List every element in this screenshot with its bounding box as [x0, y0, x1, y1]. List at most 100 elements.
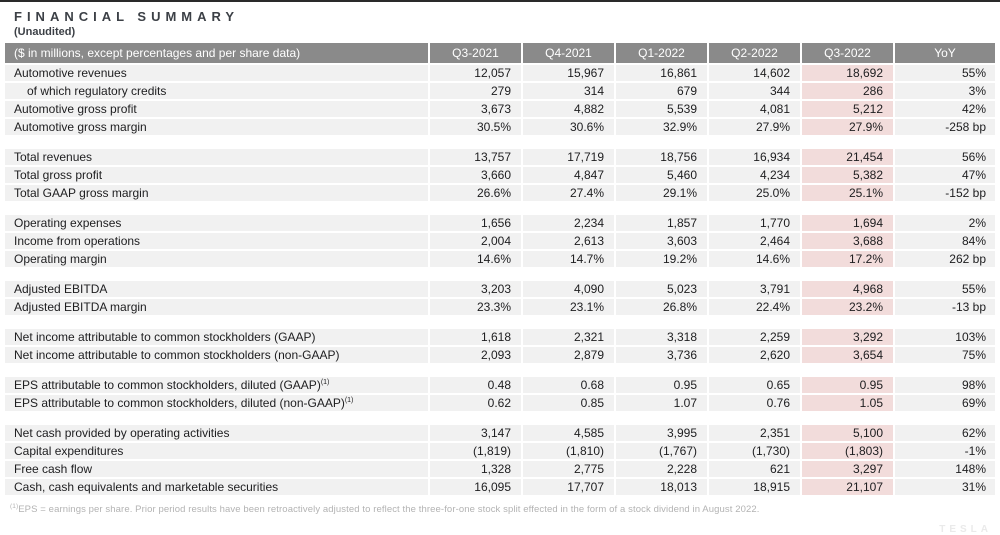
- value-cell: (1,810): [521, 443, 614, 459]
- table-row: Adjusted EBITDA margin 23.3% 23.1% 26.8% 22.…: [5, 299, 995, 315]
- yoy-value: 55%: [893, 65, 995, 81]
- table-row: Total gross profit 3,660 4,847 5,460 4,234 5,…: [5, 167, 995, 183]
- value-cell: 27.9%: [800, 119, 893, 135]
- section-spacer: [5, 269, 995, 281]
- value-cell: 19.2%: [614, 251, 707, 267]
- yoy-value: -13 bp: [893, 299, 995, 315]
- row-label: Total GAAP gross margin: [5, 185, 428, 201]
- table-row: of which regulatory credits 279 314 679 344 2…: [5, 83, 995, 99]
- row-label: of which regulatory credits: [5, 83, 428, 99]
- row-label: Net income attributable to common stockh…: [5, 329, 428, 345]
- value-cell: 2,004: [428, 233, 521, 249]
- value-cell: 2,775: [521, 461, 614, 477]
- value-cell: 17,719: [521, 149, 614, 165]
- yoy-value: 47%: [893, 167, 995, 183]
- row-label: Income from operations: [5, 233, 428, 249]
- yoy-value: -152 bp: [893, 185, 995, 201]
- table-body: Automotive revenues 12,057 15,967 16,861 14,…: [5, 65, 995, 495]
- table-row: Total revenues 13,757 17,719 18,756 16,934 21…: [5, 149, 995, 165]
- value-cell: 30.6%: [521, 119, 614, 135]
- row-label: Total gross profit: [5, 167, 428, 183]
- table-row: EPS attributable to common stockholders,…: [5, 395, 995, 411]
- value-cell: 25.0%: [707, 185, 800, 201]
- row-label: Adjusted EBITDA margin: [5, 299, 428, 315]
- value-cell: 3,736: [614, 347, 707, 363]
- value-cell: 286: [800, 83, 893, 99]
- value-cell: 3,603: [614, 233, 707, 249]
- section-spacer: [5, 317, 995, 329]
- yoy-value: 2%: [893, 215, 995, 231]
- value-cell: 1,328: [428, 461, 521, 477]
- column-header-yoy: YoY: [893, 43, 995, 63]
- title-block: FINANCIAL SUMMARY (Unaudited): [0, 0, 1000, 43]
- value-cell: 17.2%: [800, 251, 893, 267]
- row-label: Automotive gross margin: [5, 119, 428, 135]
- value-cell: 0.62: [428, 395, 521, 411]
- value-cell: 0.95: [614, 377, 707, 393]
- value-cell: 5,460: [614, 167, 707, 183]
- table-row: Income from operations 2,004 2,613 3,603 2,4…: [5, 233, 995, 249]
- value-cell: 3,673: [428, 101, 521, 117]
- row-label: Operating expenses: [5, 215, 428, 231]
- yoy-value: 75%: [893, 347, 995, 363]
- yoy-value: 84%: [893, 233, 995, 249]
- value-cell: 23.1%: [521, 299, 614, 315]
- value-cell: 1,857: [614, 215, 707, 231]
- label-superscript: (1): [320, 379, 330, 386]
- value-cell: 23.2%: [800, 299, 893, 315]
- table-row: Automotive gross profit 3,673 4,882 5,539 4,…: [5, 101, 995, 117]
- yoy-value: 98%: [893, 377, 995, 393]
- table-row: Free cash flow 1,328 2,775 2,228 621 3,297 148…: [5, 461, 995, 477]
- row-label: Automotive revenues: [5, 65, 428, 81]
- table-row: Operating expenses 1,656 2,234 1,857 1,770 1,…: [5, 215, 995, 231]
- table-row: Automotive revenues 12,057 15,967 16,861 14,…: [5, 65, 995, 81]
- table-row: Operating margin 14.6% 14.7% 19.2% 14.6% 17.2…: [5, 251, 995, 267]
- value-cell: 4,585: [521, 425, 614, 441]
- row-label: Total revenues: [5, 149, 428, 165]
- value-cell: 27.4%: [521, 185, 614, 201]
- yoy-value: 62%: [893, 425, 995, 441]
- value-cell: 2,093: [428, 347, 521, 363]
- value-cell: 12,057: [428, 65, 521, 81]
- section-spacer: [5, 413, 995, 425]
- value-cell: 2,613: [521, 233, 614, 249]
- yoy-value: 31%: [893, 479, 995, 495]
- value-cell: 4,882: [521, 101, 614, 117]
- value-cell: 2,879: [521, 347, 614, 363]
- value-cell: 4,081: [707, 101, 800, 117]
- yoy-value: 56%: [893, 149, 995, 165]
- value-cell: 0.95: [800, 377, 893, 393]
- table-row: Capital expenditures (1,819) (1,810) (1,767…: [5, 443, 995, 459]
- yoy-value: -1%: [893, 443, 995, 459]
- value-cell: 1,618: [428, 329, 521, 345]
- value-cell: 18,756: [614, 149, 707, 165]
- column-header-q1-2022: Q1-2022: [614, 43, 707, 63]
- table-header-row: ($ in millions, except percentages and p…: [5, 43, 995, 63]
- row-label: Cash, cash equivalents and marketable se…: [5, 479, 428, 495]
- yoy-value: -258 bp: [893, 119, 995, 135]
- value-cell: 13,757: [428, 149, 521, 165]
- value-cell: 14.7%: [521, 251, 614, 267]
- value-cell: 3,318: [614, 329, 707, 345]
- value-cell: 4,090: [521, 281, 614, 297]
- value-cell: 3,147: [428, 425, 521, 441]
- table-row: Net cash provided by operating activitie…: [5, 425, 995, 441]
- value-cell: 18,013: [614, 479, 707, 495]
- value-cell: 26.6%: [428, 185, 521, 201]
- row-label: EPS attributable to common stockholders,…: [5, 377, 428, 393]
- table-row: EPS attributable to common stockholders,…: [5, 377, 995, 393]
- value-cell: 2,234: [521, 215, 614, 231]
- value-cell: 15,967: [521, 65, 614, 81]
- table-row: Cash, cash equivalents and marketable se…: [5, 479, 995, 495]
- value-cell: (1,819): [428, 443, 521, 459]
- table-row: Net income attributable to common stockh…: [5, 329, 995, 345]
- value-cell: 23.3%: [428, 299, 521, 315]
- value-cell: 0.65: [707, 377, 800, 393]
- row-label: EPS attributable to common stockholders,…: [5, 395, 428, 411]
- column-header-q3-2021: Q3-2021: [428, 43, 521, 63]
- value-cell: 14.6%: [428, 251, 521, 267]
- value-cell: 3,660: [428, 167, 521, 183]
- value-cell: 2,321: [521, 329, 614, 345]
- footnote: (1)EPS = earnings per share. Prior perio…: [10, 503, 1000, 515]
- value-cell: 3,995: [614, 425, 707, 441]
